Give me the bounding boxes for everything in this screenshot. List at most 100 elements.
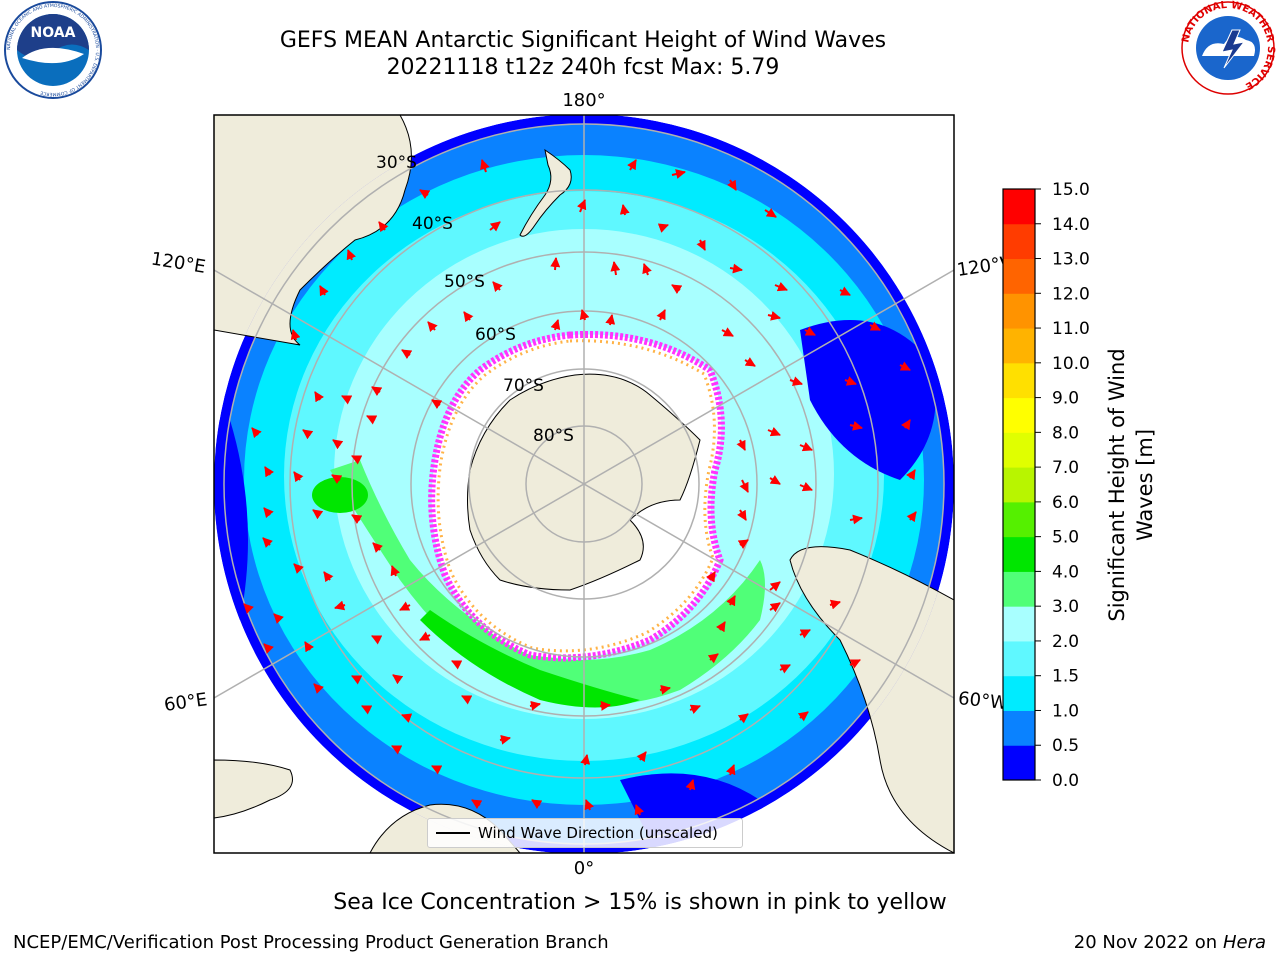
wave-arrow [334, 600, 346, 611]
colorbar-segment [1003, 258, 1035, 294]
wave-arrow [764, 207, 777, 218]
wave-arrow [550, 257, 561, 271]
colorbar-segment [1003, 745, 1035, 781]
wave-arrow [769, 581, 781, 592]
lat-label-40s: 40°S [412, 214, 453, 234]
wave-arrow [390, 565, 400, 577]
wave-arrow [290, 329, 301, 341]
colorbar-tick-label: 3.0 [1052, 597, 1079, 617]
map-area [214, 115, 954, 853]
wave-arrow [659, 684, 671, 695]
wave-arrow [262, 537, 273, 548]
wave-arrow [243, 603, 254, 614]
wave-arrow [427, 321, 438, 333]
colorbar-tick-label: 7.0 [1052, 458, 1079, 478]
wave-arrow [739, 479, 749, 493]
wave-arrow [839, 286, 851, 296]
wave-arrow [869, 321, 881, 331]
lon-label-180: 180° [562, 90, 605, 111]
colorbar [1002, 188, 1036, 781]
colorbar-tick-label: 2.0 [1052, 632, 1079, 652]
footer-host: Hera [1222, 932, 1266, 953]
colorbar-tick-label: 10.0 [1052, 354, 1090, 374]
colorbar-segment [1003, 571, 1035, 607]
wave-arrow [696, 239, 706, 251]
lon-label-120e: 120°E [150, 249, 207, 278]
wave-arrow [341, 395, 353, 405]
wave-arrow [580, 754, 591, 766]
colorbar-tick-label: 11.0 [1052, 319, 1090, 339]
lon-label-60e: 60°E [163, 689, 209, 716]
wave-arrow [499, 734, 511, 745]
wave-arrow [263, 507, 274, 519]
colorbar-tick-label: 13.0 [1052, 250, 1090, 270]
wave-arrow [627, 159, 637, 171]
colorbar-tick-label: 14.0 [1052, 215, 1090, 235]
colorbar-segment [1003, 223, 1035, 260]
colorbar-tick-label: 0.0 [1052, 771, 1079, 791]
lat-label-80s: 80°S [533, 426, 574, 446]
legend-line-sample [436, 832, 470, 834]
wave-arrow [605, 314, 616, 326]
colorbar-label: Significant Height of Wind Waves [m] [1105, 348, 1157, 621]
noaa-logo: NOAA NATIONAL OCEANIC AND ATMOSPHERIC AD… [4, 1, 102, 99]
wave-arrow [849, 514, 863, 525]
wave-arrow [899, 361, 911, 371]
wave-arrow [351, 455, 363, 465]
wave-arrow [480, 159, 490, 173]
colorbar-segment [1003, 397, 1035, 433]
wave-arrow [799, 629, 811, 639]
wave-arrow [401, 349, 413, 360]
wave-arrow [391, 745, 403, 755]
wave-arrow [431, 765, 443, 775]
wave-arrow [392, 674, 404, 685]
wave-arrow [705, 571, 716, 583]
wave-arrow [346, 249, 356, 261]
colorbar-segment [1003, 467, 1035, 503]
wave-arrow [610, 261, 621, 276]
map-legend: Wind Wave Direction (unscaled) [427, 818, 743, 848]
wave-arrow [492, 281, 503, 293]
wave-arrow [529, 700, 541, 711]
wave-arrow [729, 263, 743, 274]
wave-arrow [361, 705, 373, 715]
colorbar-segment [1003, 640, 1035, 677]
colorbar-segment [1003, 293, 1035, 329]
wave-arrow [789, 376, 803, 386]
lat-label-50s: 50°S [444, 272, 485, 292]
colorbar-segment [1003, 189, 1035, 225]
wave-arrow [767, 426, 781, 437]
latitude-labels: 30°S 40°S 50°S 60°S 70°S 80°S [376, 153, 574, 446]
colorbar-segment [1003, 606, 1035, 642]
colorbar-segment [1003, 536, 1035, 572]
wave-arrow [636, 751, 647, 763]
wave-arrow [264, 466, 275, 478]
map-frame [213, 114, 955, 854]
colorbar-tick-label: 12.0 [1052, 284, 1090, 304]
wave-arrow [721, 327, 734, 337]
colorbar-tick-label: 9.0 [1052, 389, 1079, 409]
wave-arrow [619, 204, 630, 216]
lon-label-0: 0° [574, 858, 594, 879]
wave-arrow [332, 439, 344, 450]
wave-arrow [489, 221, 501, 232]
wave-arrow [737, 509, 747, 521]
wave-arrow [797, 711, 809, 722]
chart-subtitle: 20221118 t12z 240h fcst Max: 5.79 [386, 55, 780, 80]
wave-arrow [419, 631, 431, 641]
wave-arrow [634, 804, 644, 816]
wave-arrow [319, 285, 329, 297]
noaa-logo-text: NOAA [31, 25, 76, 41]
wave-arrow [531, 799, 543, 810]
wave-arrow [331, 474, 343, 485]
wave-arrow [900, 419, 911, 431]
colorbar-segment [1003, 710, 1035, 746]
colorbar-segment [1003, 362, 1035, 399]
wave-arrow [304, 641, 315, 653]
wave-arrow [829, 599, 841, 610]
colorbar-tick-label: 1.5 [1052, 667, 1079, 687]
wave-arrow [769, 602, 781, 613]
wave-arrow [471, 799, 483, 810]
wave-arrow [323, 571, 334, 583]
